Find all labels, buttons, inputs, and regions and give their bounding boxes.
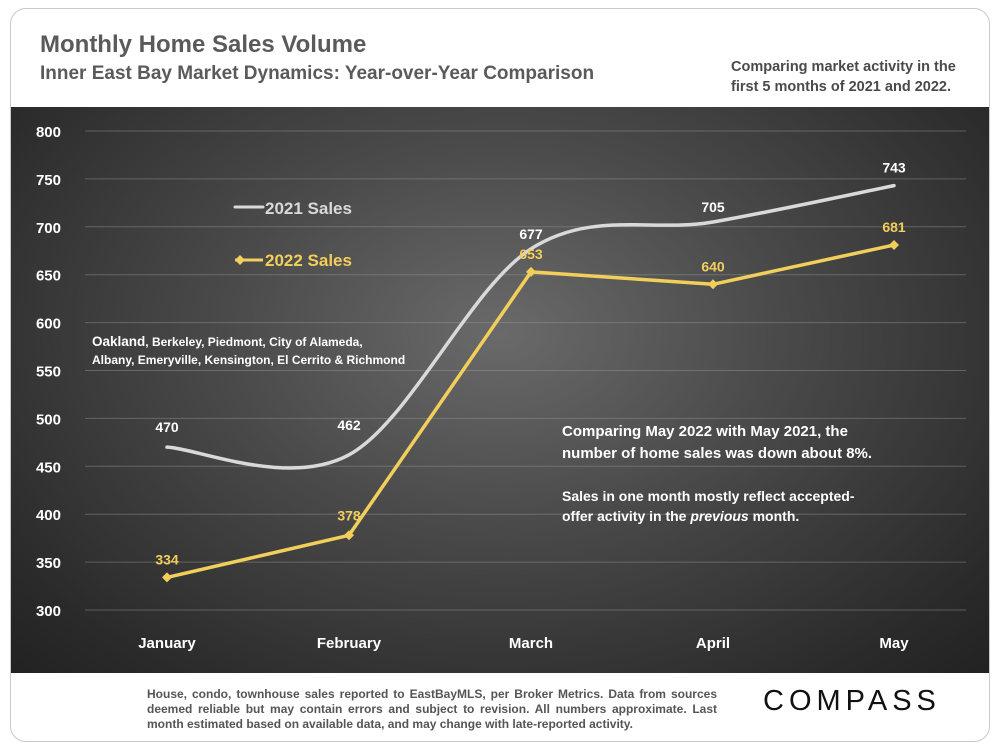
x-tick-label: February [317,635,382,652]
y-tick-label: 750 [36,172,61,189]
y-tick-label: 800 [36,124,61,141]
gridlines [85,130,966,611]
comparison-line-1: Comparing May 2022 with May 2021, the [562,423,848,440]
data-label-2022: 378 [337,507,361,523]
data-label-2022: 653 [519,246,543,262]
areas-line-1-rest: , Berkeley, Piedmont, City of Alameda, [145,335,362,349]
footer-disclaimer: House, condo, townhouse sales reported t… [147,687,717,731]
y-tick-label: 350 [36,555,61,572]
areas-line-1: Oakland, Berkeley, Piedmont, City of Ala… [92,334,363,349]
x-axis-ticks: January February March April May [138,635,909,652]
y-axis-ticks: 300 350 400 450 500 550 600 650 700 750 800 [36,124,61,620]
point-2022 [708,279,718,290]
data-label-2022: 681 [882,219,906,235]
y-tick-label: 500 [36,411,61,428]
y-tick-label: 600 [36,316,61,333]
areas-annotation: Oakland, Berkeley, Piedmont, City of Ala… [92,334,405,367]
x-tick-label: April [696,635,730,652]
side-note: Comparing market activity in the first 5… [731,59,956,95]
line-chart: 300 350 400 450 500 550 600 650 700 750 800 Januar… [36,124,966,652]
chart-title: Monthly Home Sales Volume [40,31,367,58]
y-tick-label: 550 [36,364,61,381]
comparison-line-2: number of home sales was down about 8%. [562,445,872,462]
y-tick-label: 700 [36,220,61,237]
data-label-2021: 470 [155,419,179,435]
data-label-2022: 640 [701,258,725,274]
note-line-2-italic: previous [689,508,749,524]
note-line-2-pre: offer activity in the [562,508,690,524]
areas-bold: Oakland [92,334,145,349]
areas-line-2: Albany, Emeryville, Kensington, El Cerri… [92,353,405,367]
comparison-annotation: Comparing May 2022 with May 2021, the nu… [562,423,872,524]
series-line-2022 [166,243,895,580]
y-tick-label: 300 [36,603,61,620]
legend-marker-2022 [235,255,245,265]
point-2022 [162,572,172,583]
data-labels: 470 462 677 705 743 334 378 653 640 681 [155,160,906,568]
legend-item-2021: 2021 Sales [233,199,352,218]
chart-subtitle: Inner East Bay Market Dynamics: Year-ove… [40,63,595,84]
point-2022 [889,240,899,251]
x-tick-label: March [509,635,553,652]
point-2022 [526,266,536,277]
y-tick-label: 450 [36,459,61,476]
series-line-2021 [165,183,896,470]
note-line-2-post: month. [749,508,800,524]
data-label-2021: 462 [337,417,361,433]
data-label-2021: 677 [519,226,543,242]
note-line-1: Sales in one month mostly reflect accept… [562,488,855,504]
data-label-2021: 705 [701,199,725,215]
y-tick-label: 650 [36,268,61,285]
series-lines [162,183,899,583]
x-tick-label: January [138,635,196,652]
data-label-2022: 334 [155,551,179,567]
data-label-2021: 743 [882,160,906,176]
legend-label-2022: 2022 Sales [265,251,352,270]
chart-frame: Monthly Home Sales Volume Inner East Bay… [10,8,990,742]
note-line-2: offer activity in the previous month. [562,508,799,524]
plot-area: 300 350 400 450 500 550 600 650 700 750 800 Januar… [11,107,989,673]
legend-item-2022: 2022 Sales [235,251,352,270]
legend-label-2021: 2021 Sales [265,199,352,218]
compass-logo: COMPASS [763,685,941,717]
point-2022 [344,530,354,541]
legend: 2021 Sales 2022 Sales [233,199,352,270]
x-tick-label: May [879,635,909,652]
y-tick-label: 400 [36,507,61,524]
